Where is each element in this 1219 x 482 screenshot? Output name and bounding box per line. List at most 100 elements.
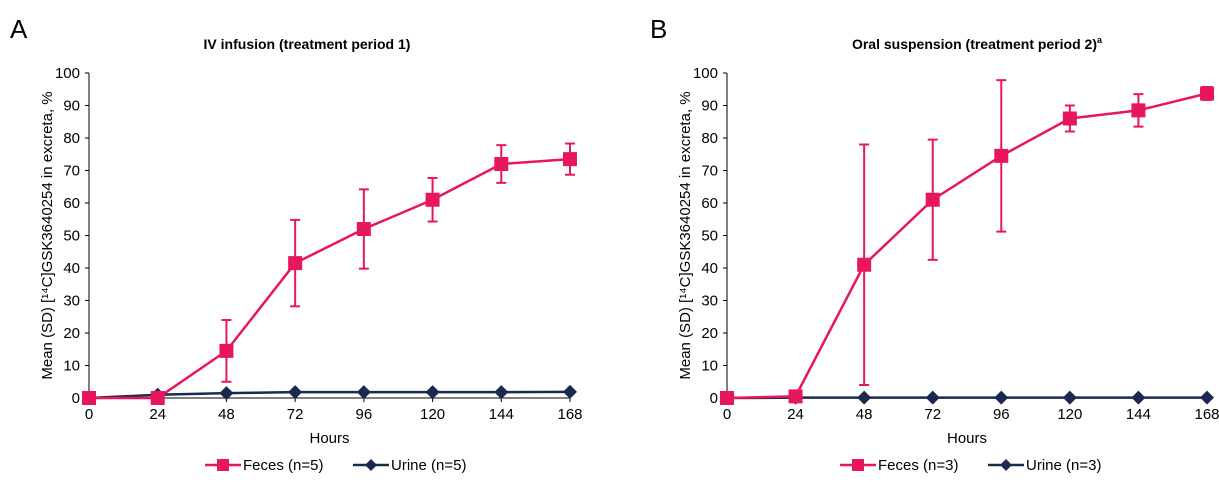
- y-tick-label: 40: [701, 260, 718, 277]
- legend-item: Urine (n=3): [988, 457, 1101, 474]
- y-tick-label: 90: [701, 98, 718, 115]
- x-tick-label: 72: [287, 406, 304, 423]
- data-point-diamond: [219, 386, 234, 401]
- x-tick-label: 168: [557, 406, 582, 423]
- y-tick-label: 60: [63, 195, 80, 212]
- y-tick-label: 0: [710, 390, 718, 407]
- data-point-square: [494, 157, 509, 171]
- y-axis-label: Mean (SD) [¹⁴C]GSK3640254 in excreta, %: [677, 91, 694, 379]
- x-tick-label: 96: [356, 406, 373, 423]
- series-line: [88, 390, 571, 400]
- data-point-square: [219, 343, 234, 358]
- legend-diamond-icon: [1000, 459, 1012, 471]
- data-point-diamond: [288, 385, 303, 400]
- data-point-diamond: [1062, 390, 1077, 405]
- legend-label: Feces (n=5): [243, 457, 323, 474]
- legend: Feces (n=3) Urine (n=3): [840, 457, 1101, 474]
- data-point-diamond: [1131, 390, 1146, 405]
- y-tick-label: 80: [701, 130, 718, 147]
- data-point-diamond: [356, 385, 371, 400]
- x-tick-label: 96: [993, 406, 1010, 423]
- series-feces: [82, 142, 577, 405]
- chart-title-text: IV infusion (treatment period 1): [204, 36, 411, 52]
- y-tick-label: 90: [63, 98, 80, 115]
- legend-diamond-icon: [365, 459, 377, 471]
- x-tick-label: 0: [85, 406, 93, 423]
- chart-title-superscript: a: [1097, 35, 1103, 45]
- data-point-square: [994, 148, 1009, 163]
- chart-title-text: Oral suspension (treatment period 2): [852, 36, 1097, 52]
- data-point-diamond: [425, 385, 440, 400]
- chart-panel-a: A IV infusion (treatment period 1) 0 10 20 30…: [10, 14, 583, 474]
- y-tick-label: 70: [701, 163, 718, 180]
- y-tick-label: 30: [701, 293, 718, 310]
- data-point-square: [563, 152, 577, 167]
- data-point-square: [788, 389, 803, 404]
- data-point-diamond: [994, 390, 1009, 405]
- series-urine: [720, 390, 1214, 405]
- series-line: [89, 157, 571, 400]
- y-tick-label: 100: [693, 65, 718, 82]
- y-axis-label: Mean (SD) [¹⁴C]GSK3640254 in excreta, %: [39, 91, 56, 379]
- x-axis-label: Hours: [309, 430, 349, 447]
- legend-item: Feces (n=3): [840, 457, 958, 474]
- panel-label: A: [10, 14, 28, 44]
- legend-item: Feces (n=5): [205, 457, 323, 474]
- data-point-square: [288, 256, 303, 271]
- legend-label: Feces (n=3): [878, 457, 958, 474]
- x-tick-label: 120: [1057, 406, 1082, 423]
- x-tick-label: 144: [489, 406, 514, 423]
- x-tick-label: 24: [149, 406, 166, 423]
- data-point-diamond: [925, 390, 940, 405]
- chart-title: Oral suspension (treatment period 2)a: [852, 35, 1103, 52]
- data-point-diamond: [494, 385, 509, 400]
- data-point-diamond: [563, 384, 577, 399]
- y-tick-label: 50: [63, 228, 80, 245]
- y-tick-label: 0: [72, 390, 80, 407]
- y-tick-label: 10: [63, 358, 80, 375]
- chart-title: IV infusion (treatment period 1): [204, 36, 411, 52]
- data-point-square: [720, 391, 734, 405]
- panel-label: B: [650, 14, 667, 44]
- x-tick-label: 0: [723, 406, 731, 423]
- data-point-square: [1062, 111, 1077, 126]
- y-tick-label: 100: [55, 65, 80, 82]
- y-tick-label: 40: [63, 260, 80, 277]
- legend: Feces (n=5) Urine (n=5): [205, 457, 466, 474]
- y-tick-label: 80: [63, 130, 80, 147]
- series-line: [726, 92, 1208, 400]
- y-tick-label: 20: [701, 325, 718, 342]
- series-feces: [720, 79, 1214, 405]
- legend-square-icon: [852, 459, 864, 471]
- legend-item: Urine (n=5): [353, 457, 466, 474]
- x-tick-label: 168: [1194, 406, 1219, 423]
- x-tick-label: 48: [856, 406, 873, 423]
- data-point-square: [925, 192, 940, 207]
- data-point-square: [857, 257, 872, 272]
- data-point-square: [1200, 86, 1214, 101]
- x-axis-label: Hours: [947, 430, 987, 447]
- chart-panel-b: B Oral suspension (treatment period 2)a 0 1…: [650, 14, 1219, 474]
- x-tick-label: 120: [420, 406, 445, 423]
- legend-label: Urine (n=3): [1026, 457, 1101, 474]
- data-point-square: [1131, 103, 1146, 118]
- data-point-diamond: [1200, 390, 1214, 405]
- x-tick-label: 144: [1126, 406, 1151, 423]
- y-tick-label: 50: [701, 228, 718, 245]
- x-tick-label: 72: [924, 406, 941, 423]
- x-tick-label: 48: [218, 406, 235, 423]
- y-tick-label: 10: [701, 358, 718, 375]
- data-point-square: [425, 192, 440, 207]
- y-tick-label: 60: [701, 195, 718, 212]
- x-tick-label: 24: [787, 406, 804, 423]
- legend-square-icon: [217, 459, 229, 471]
- data-point-square: [356, 222, 371, 236]
- y-tick-label: 70: [63, 163, 80, 180]
- legend-label: Urine (n=5): [391, 457, 466, 474]
- data-point-diamond: [857, 390, 872, 405]
- data-point-square: [82, 391, 96, 405]
- y-tick-label: 30: [63, 293, 80, 310]
- data-point-square: [150, 391, 165, 405]
- y-tick-label: 20: [63, 325, 80, 342]
